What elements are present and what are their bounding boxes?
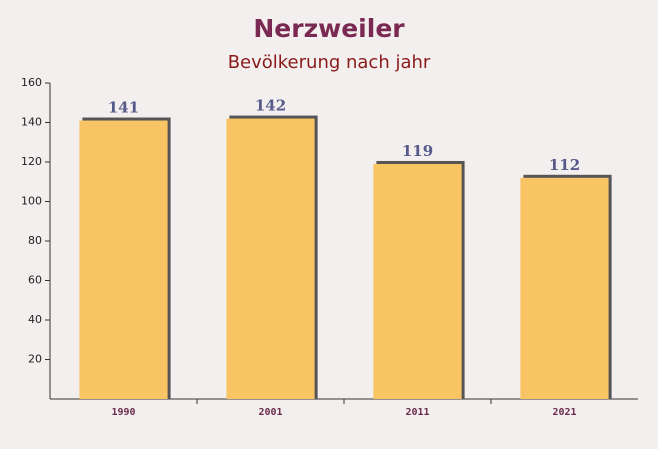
bar (226, 118, 315, 400)
y-tick-label: 40 (28, 313, 42, 326)
x-tick-label: 1990 (111, 407, 135, 418)
value-label: 119 (402, 142, 433, 160)
value-label: 112 (549, 156, 580, 174)
y-tick-label: 100 (21, 195, 42, 208)
bar (373, 163, 462, 399)
value-label: 141 (108, 99, 139, 117)
y-tick-label: 140 (21, 116, 42, 129)
x-tick-label: 2001 (258, 407, 282, 418)
y-tick-label: 80 (28, 234, 42, 247)
y-tick-label: 160 (21, 76, 42, 89)
x-tick-label: 2021 (552, 407, 576, 418)
chart-title: Nerzweiler (253, 14, 405, 43)
bar (79, 120, 168, 400)
y-tick-label: 60 (28, 274, 42, 287)
value-label: 142 (255, 97, 286, 115)
y-tick-label: 20 (28, 353, 42, 366)
y-tick-label: 120 (21, 155, 42, 168)
bar (520, 177, 609, 399)
chart-subtitle: Bevölkerung nach jahr (228, 52, 431, 73)
x-tick-label: 2011 (405, 407, 429, 418)
